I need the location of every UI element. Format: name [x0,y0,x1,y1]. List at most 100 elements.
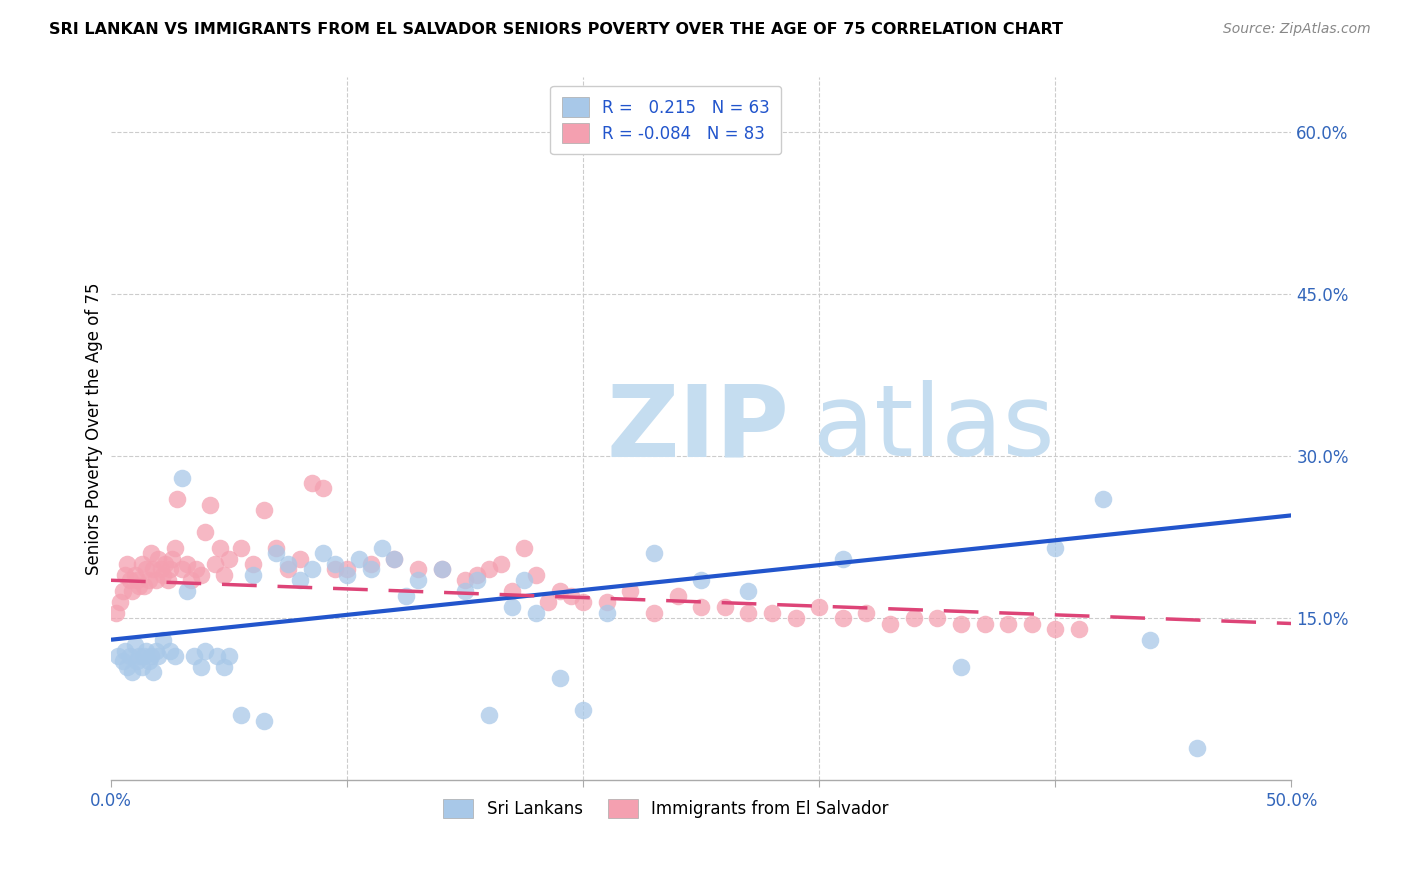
Point [501,584,523,599]
Point [166,492,188,507]
Point [714,600,737,615]
Point [949,659,972,673]
Point [855,606,877,620]
Point [242,557,264,571]
Point [560,590,582,604]
Point [1045,541,1067,555]
Point [111,654,134,668]
Point [382,551,405,566]
Point [124,567,146,582]
Point [194,524,217,539]
Point [737,606,759,620]
Point [548,671,571,685]
Point [162,551,184,566]
Point [205,648,228,663]
Point [537,595,560,609]
Text: Source: ZipAtlas.com: Source: ZipAtlas.com [1223,22,1371,37]
Point [478,562,501,576]
Point [139,648,162,663]
Point [312,481,335,495]
Point [430,562,453,576]
Point [737,584,759,599]
Point [382,551,405,566]
Point [264,541,287,555]
Point [690,600,713,615]
Point [277,557,299,571]
Point [132,579,155,593]
Point [148,648,170,663]
Point [831,611,853,625]
Point [596,595,619,609]
Point [1021,616,1043,631]
Point [513,541,536,555]
Point [159,643,181,657]
Point [132,648,155,663]
Point [903,611,925,625]
Point [128,648,150,663]
Point [619,584,641,599]
Point [117,557,139,571]
Point [949,616,972,631]
Point [131,557,153,571]
Point [149,562,172,576]
Point [643,546,665,560]
Point [478,708,501,723]
Point [184,562,207,576]
Point [125,574,148,588]
Point [465,574,488,588]
Point [204,557,226,571]
Point [118,574,141,588]
Point [347,551,370,566]
Point [395,590,418,604]
Point [430,562,453,576]
Point [104,606,127,620]
Point [111,584,134,599]
Point [139,546,162,560]
Point [690,574,713,588]
Legend: Sri Lankans, Immigrants from El Salvador: Sri Lankans, Immigrants from El Salvador [436,792,896,825]
Point [927,611,949,625]
Point [973,616,995,631]
Point [406,574,429,588]
Point [117,659,139,673]
Point [643,606,665,620]
Point [1091,492,1114,507]
Point [156,574,179,588]
Point [548,584,571,599]
Point [288,574,311,588]
Point [170,470,193,484]
Point [831,551,853,566]
Point [142,562,165,576]
Point [513,574,536,588]
Point [1045,622,1067,636]
Point [229,708,252,723]
Point [264,546,287,560]
Text: atlas: atlas [813,380,1054,477]
Text: SRI LANKAN VS IMMIGRANTS FROM EL SALVADOR SENIORS POVERTY OVER THE AGE OF 75 COR: SRI LANKAN VS IMMIGRANTS FROM EL SALVADO… [49,22,1063,37]
Point [128,579,150,593]
Point [159,562,181,576]
Point [194,643,217,657]
Point [125,654,148,668]
Point [301,475,323,490]
Point [190,567,212,582]
Point [183,648,205,663]
Point [138,654,160,668]
Point [176,557,198,571]
Point [142,665,165,680]
Point [208,541,231,555]
Point [114,643,136,657]
Point [198,498,221,512]
Point [785,611,807,625]
Point [118,648,141,663]
Point [666,590,689,604]
Point [454,574,477,588]
Point [1139,632,1161,647]
Point [107,648,129,663]
Point [242,567,264,582]
Point [454,584,477,599]
Point [163,541,186,555]
Point [114,567,136,582]
Point [323,557,346,571]
Point [155,557,177,571]
